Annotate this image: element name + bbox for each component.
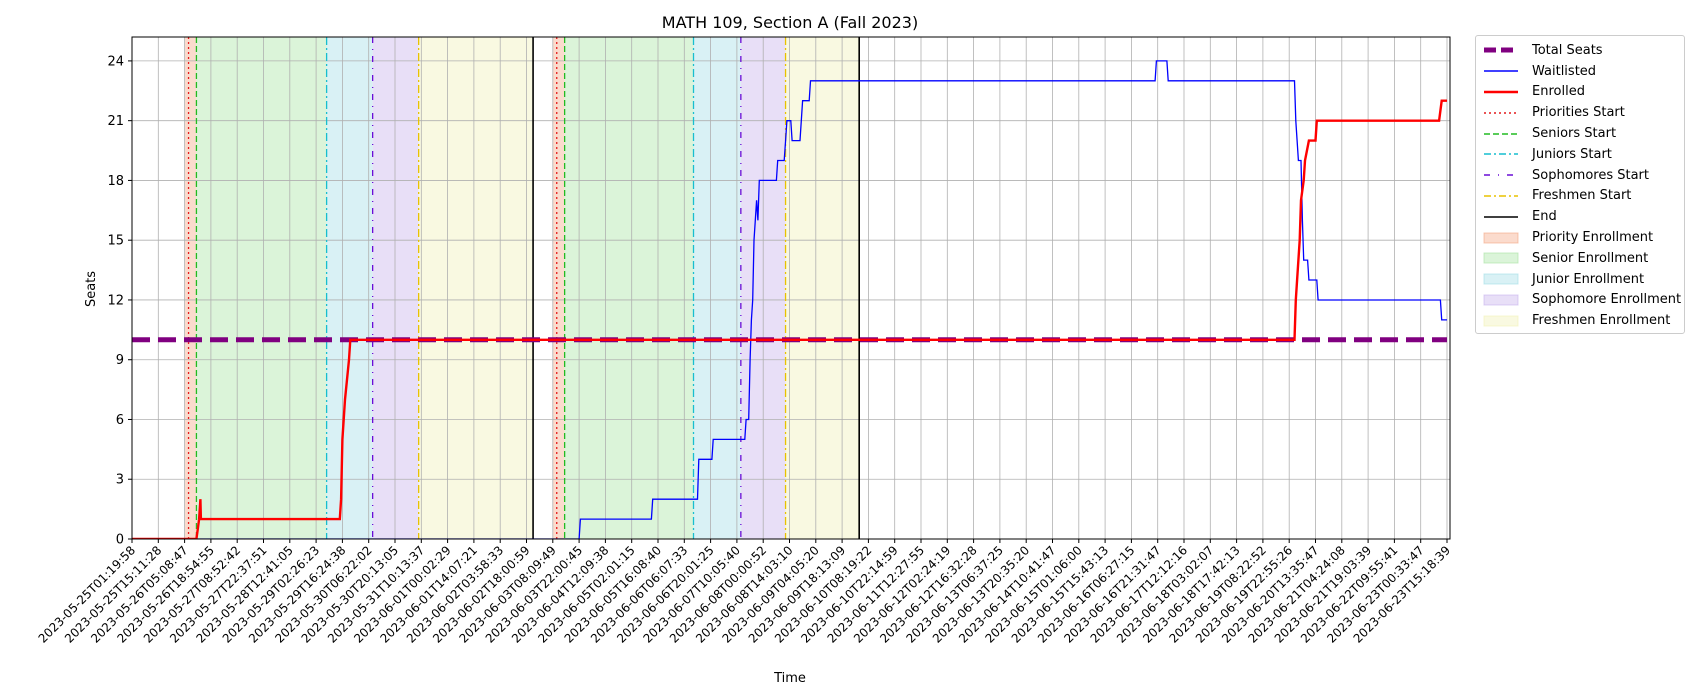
y-axis-label: Seats: [84, 271, 99, 307]
legend-label: Freshmen Enrollment: [1532, 313, 1671, 329]
legend-item: Seniors Start: [1482, 123, 1678, 144]
x-axis-label: Time: [773, 671, 806, 686]
legend-swatch: [1483, 315, 1519, 327]
phase-band-1: [196, 37, 327, 539]
legend-swatch: [1483, 252, 1519, 264]
legend-label: Junior Enrollment: [1532, 271, 1645, 287]
y-tick-label: 0: [116, 533, 124, 548]
legend-item: Sophomore Enrollment: [1482, 290, 1682, 311]
legend-label: Enrolled: [1532, 84, 1585, 100]
legend-swatch: [1484, 132, 1518, 135]
phase-band-6: [564, 37, 694, 539]
legend-swatch: [1484, 112, 1518, 114]
y-tick-label: 6: [116, 413, 124, 428]
legend-item: End: [1482, 206, 1678, 227]
phase-bands: [184, 37, 860, 539]
y-tick-label: 18: [107, 174, 124, 189]
phase-band-0: [184, 37, 197, 539]
legend-item: Priorities Start: [1482, 102, 1678, 123]
legend-swatch: [1484, 174, 1518, 176]
legend-swatch: [1483, 294, 1519, 306]
legend-swatch: [1484, 216, 1518, 218]
y-axis-ticks: 0 3 6 9 12 15 18 21 24: [107, 54, 132, 548]
grid-lines: [131, 37, 1450, 540]
chart-legend: Total Seats Waitlisted Enrolled Priorities …: [1475, 35, 1685, 335]
y-tick-label: 24: [107, 54, 124, 69]
legend-swatch: [1484, 47, 1518, 53]
legend-item: Senior Enrollment: [1482, 248, 1678, 269]
legend-label: Priorities Start: [1532, 105, 1625, 121]
phase-band-7: [693, 37, 741, 539]
phase-band-4: [418, 37, 534, 539]
y-tick-label: 3: [116, 473, 124, 488]
plot-frame: [131, 36, 1451, 540]
legend-label: Total Seats: [1532, 42, 1603, 58]
phase-band-3: [372, 37, 419, 539]
legend-item: Freshmen Start: [1482, 186, 1678, 207]
legend-label: Priority Enrollment: [1532, 230, 1654, 246]
phase-markers: [187, 37, 860, 539]
legend-label: Sophomore Enrollment: [1532, 292, 1682, 308]
legend-item: Total Seats: [1482, 40, 1678, 61]
y-tick-label: 15: [107, 234, 124, 249]
legend-label: Freshmen Start: [1532, 188, 1632, 204]
chart-title: MATH 109, Section A (Fall 2023): [662, 13, 918, 32]
legend-swatch: [1484, 153, 1518, 156]
legend-label: Waitlisted: [1532, 63, 1597, 79]
x-axis-ticks: 2023-05-25T01:19:582023-05-25T15:11:2820…: [36, 539, 1453, 646]
legend-swatch: [1484, 195, 1518, 197]
y-tick-label: 12: [107, 293, 124, 308]
legend-item: Juniors Start: [1482, 144, 1678, 165]
legend-label: Juniors Start: [1532, 146, 1612, 162]
phase-band-5: [552, 37, 565, 539]
legend-item: Enrolled: [1482, 82, 1678, 103]
phase-band-9: [785, 37, 860, 539]
legend-label: End: [1532, 209, 1557, 225]
legend-item: Waitlisted: [1482, 61, 1678, 82]
y-tick-label: 9: [116, 353, 124, 368]
legend-swatch: [1484, 70, 1518, 72]
series-lines: [132, 60, 1447, 539]
series-enrolled: [132, 99, 1447, 539]
legend-label: Senior Enrollment: [1532, 250, 1649, 266]
legend-item: Freshmen Enrollment: [1482, 310, 1678, 331]
legend-item: Sophomores Start: [1482, 165, 1678, 186]
legend-label: Sophomores Start: [1532, 167, 1649, 183]
legend-swatch: [1483, 273, 1519, 285]
phase-band-2: [326, 37, 373, 539]
legend-item: Priority Enrollment: [1482, 227, 1678, 248]
legend-swatch: [1484, 90, 1518, 94]
legend-item: Junior Enrollment: [1482, 269, 1678, 290]
legend-swatch: [1483, 232, 1519, 244]
y-tick-label: 21: [107, 114, 124, 129]
legend-label: Seniors Start: [1532, 126, 1617, 142]
